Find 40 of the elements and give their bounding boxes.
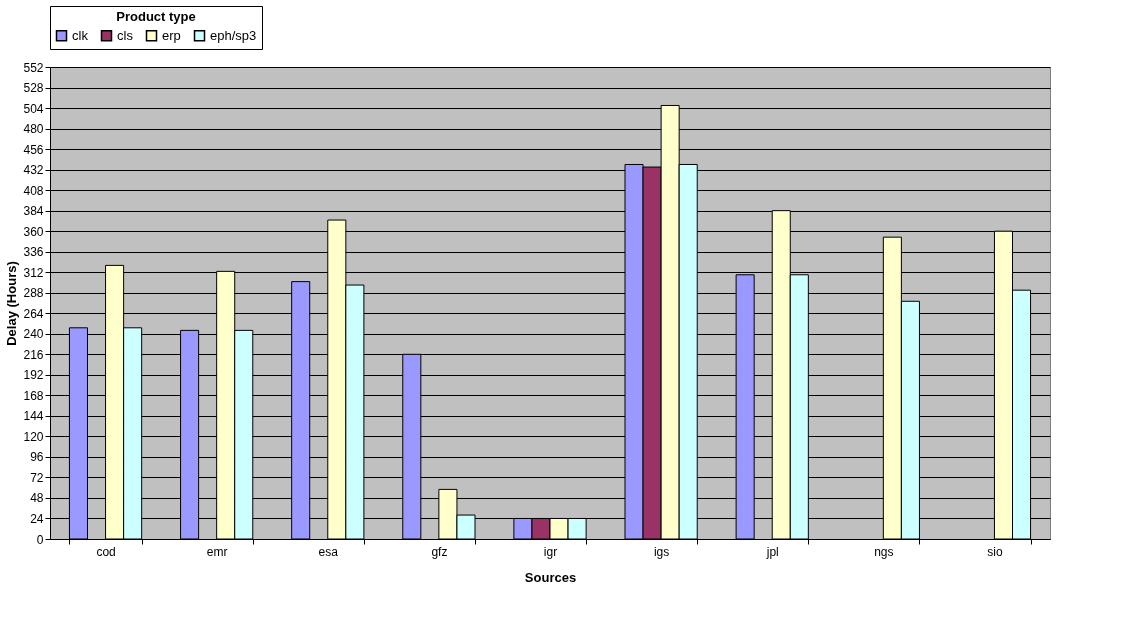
y-tick-label: 168: [23, 388, 44, 403]
y-tick-label: 480: [23, 122, 44, 137]
y-tick-label: 456: [23, 142, 44, 157]
y-tick-label: 144: [23, 409, 44, 424]
legend-label: eph/sp3: [210, 27, 257, 43]
x-tick-label: igs: [653, 544, 670, 559]
y-tick-label: 0: [36, 532, 44, 547]
y-tick-label: 336: [23, 245, 44, 260]
y-tick-label: 24: [30, 511, 44, 526]
x-tick-label: esa: [318, 544, 339, 559]
y-tick-label: 360: [23, 224, 44, 239]
y-tick-label: 432: [23, 163, 44, 178]
y-tick-label: 528: [23, 81, 44, 96]
x-tick-label: igr: [543, 544, 558, 559]
y-tick-label: 96: [30, 450, 44, 465]
legend-label: cls: [117, 27, 134, 43]
y-axis-title: Delay (Hours): [4, 261, 20, 346]
legend-title: Product type: [116, 9, 196, 24]
x-tick-label: sio: [987, 544, 1003, 559]
y-tick-label: 552: [23, 60, 44, 75]
y-tick-label: 504: [23, 101, 44, 116]
y-tick-label: 240: [23, 327, 44, 342]
y-tick-label: 192: [23, 368, 44, 383]
y-tick-label: 72: [30, 470, 44, 485]
y-tick-label: 408: [23, 183, 44, 198]
legend-label: erp: [162, 27, 181, 43]
y-tick-label: 312: [23, 265, 44, 280]
x-tick-label: jpl: [765, 544, 779, 559]
y-tick-label: 48: [30, 491, 44, 506]
legend-label: clk: [72, 27, 89, 43]
y-tick-label: 288: [23, 286, 44, 301]
x-tick-label: cod: [96, 544, 116, 559]
x-axis-title: Sources: [524, 569, 577, 585]
x-tick-label: ngs: [874, 544, 894, 559]
x-tick-label: emr: [206, 544, 228, 559]
x-tick-label: gfz: [431, 544, 448, 559]
y-tick-label: 384: [23, 204, 44, 219]
y-tick-label: 216: [23, 347, 44, 362]
y-tick-label: 264: [23, 306, 44, 321]
y-tick-label: 120: [23, 429, 44, 444]
